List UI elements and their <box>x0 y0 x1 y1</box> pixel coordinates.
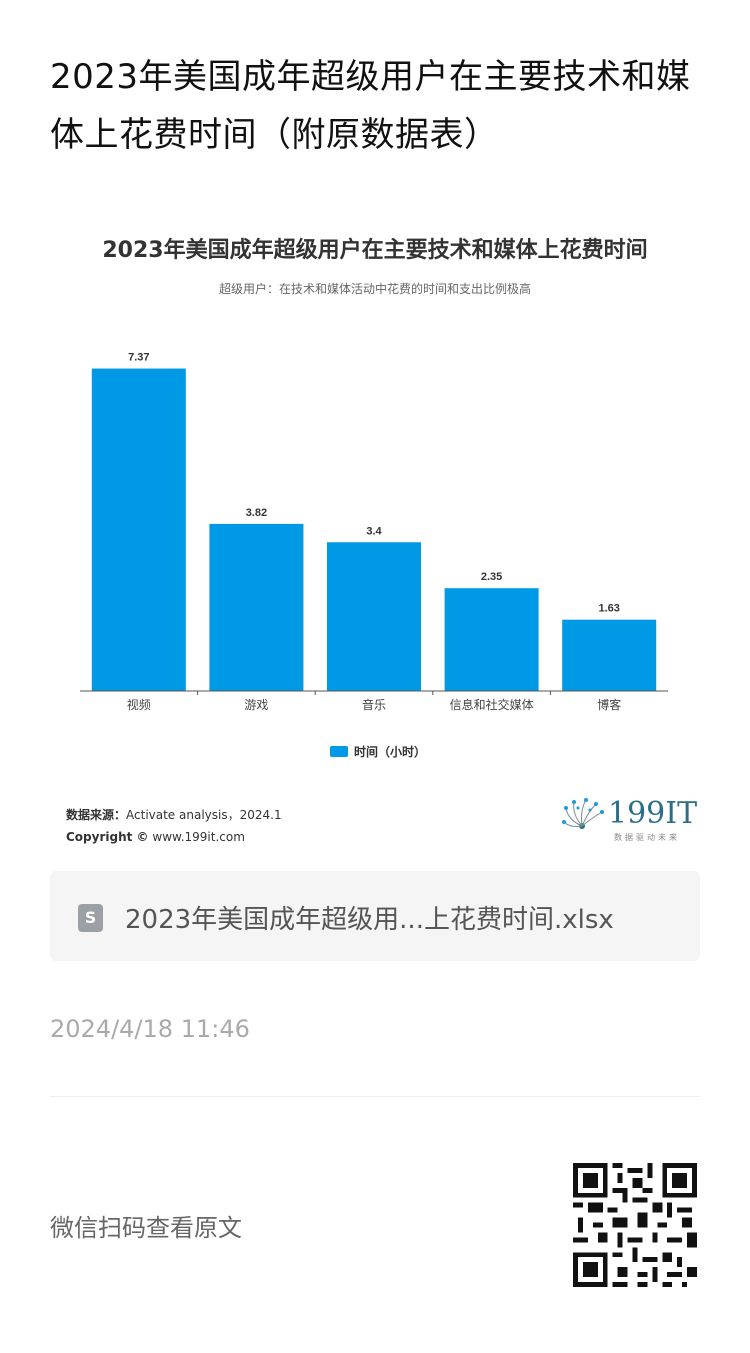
copyright-text: www.199it.com <box>152 830 245 844</box>
data-label-2: 3.4 <box>366 525 382 537</box>
bar-3 <box>444 588 539 691</box>
category-label-1: 游戏 <box>244 698 268 712</box>
publish-timestamp: 2024/4/18 11:46 <box>50 1015 250 1043</box>
chart-subtitle: 超级用户：在技术和媒体活动中花费的时间和支出比例极高 <box>218 282 531 296</box>
divider <box>50 1096 700 1097</box>
data-label-0: 7.37 <box>128 352 149 364</box>
199it-logo: 199IT 数据驱动未来 <box>560 796 698 846</box>
dandelion-logo-icon <box>562 798 604 829</box>
source-label: 数据来源： <box>66 808 127 822</box>
legend-swatch <box>330 746 348 757</box>
bar-0 <box>91 368 186 691</box>
bar-2 <box>327 542 421 691</box>
data-label-3: 2.35 <box>481 571 502 583</box>
chart-legend: 时间（小时） <box>330 743 426 760</box>
logo-text: 199IT <box>608 796 698 831</box>
category-label-4: 博客 <box>597 697 621 712</box>
chart-image[interactable]: 2023年美国成年超级用户在主要技术和媒体上花费时间 超级用户：在技术和媒体活动… <box>50 218 700 853</box>
logo-tagline: 数据驱动未来 <box>614 833 680 842</box>
chart-title: 2023年美国成年超级用户在主要技术和媒体上花费时间 <box>102 238 648 263</box>
category-label-0: 视频 <box>127 697 151 712</box>
qr-prompt: 微信扫码查看原文 <box>50 1214 242 1242</box>
data-label-4: 1.63 <box>598 603 619 615</box>
article-title: 2023年美国成年超级用户在主要技术和媒体上花费时间（附原数据表） <box>50 57 691 155</box>
copyright-label: Copyright © <box>66 830 149 844</box>
source-text: Activate analysis，2024.1 <box>126 808 282 822</box>
bar-1 <box>209 523 304 691</box>
source-block: 数据来源：Activate analysis，2024.1 Copyright … <box>66 804 282 848</box>
spreadsheet-file-icon: S <box>78 904 103 932</box>
bar-4 <box>562 619 657 691</box>
category-label-3: 信息和社交媒体 <box>450 697 534 712</box>
attachment-card[interactable]: S 2023年美国成年超级用...上花费时间.xlsx <box>50 871 700 961</box>
bar-chart: 7.37 视频 3.82 游戏 3.4 音乐 2.35 信息和社交媒体 1.63 博客 <box>80 352 668 712</box>
legend-label: 时间（小时） <box>354 745 427 759</box>
attachment-filename[interactable]: 2023年美国成年超级用...上花费时间.xlsx <box>125 905 614 935</box>
qr-code-icon[interactable] <box>573 1163 697 1287</box>
data-label-1: 3.82 <box>246 507 267 519</box>
category-label-2: 音乐 <box>362 697 386 712</box>
